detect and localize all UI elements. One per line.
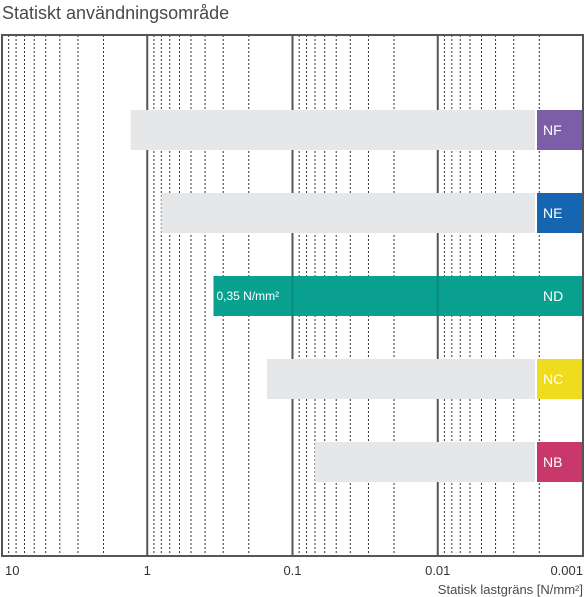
- x-tick-label: 0.001: [550, 563, 583, 578]
- chart-title: Statiskt användningsområde: [2, 3, 229, 23]
- range-bar-ne: [161, 193, 535, 233]
- range-bar-nb: [314, 442, 535, 482]
- category-label-nb: NB: [543, 454, 562, 470]
- category-label-nd: ND: [543, 288, 563, 304]
- category-label-box-nc: [537, 359, 583, 399]
- category-label-nc: NC: [543, 371, 563, 387]
- x-tick-label: 10: [5, 563, 19, 578]
- category-label-ne: NE: [543, 205, 562, 221]
- bars: NF NE ND 0,35 N/mm² NC NB: [130, 110, 583, 482]
- plot-frame: [1, 34, 584, 557]
- category-label-box-ne: [537, 193, 583, 233]
- annotation-label: 0,35 N/mm²: [216, 289, 279, 303]
- x-tick-label: 0.01: [425, 563, 450, 578]
- x-axis-label: Statisk lastgräns [N/mm²]: [438, 582, 583, 597]
- range-bar-nd: [213, 276, 583, 316]
- category-label-nf: NF: [543, 122, 562, 138]
- x-tick-label: 1: [144, 563, 151, 578]
- range-bar-nc: [266, 359, 535, 399]
- x-axis-ticks: 10 1 0.1 0.01 0.001: [5, 563, 583, 578]
- category-label-box-nf: [537, 110, 583, 150]
- x-tick-label: 0.1: [283, 563, 301, 578]
- range-bar-nf: [130, 110, 536, 150]
- category-label-box-nb: [537, 442, 583, 482]
